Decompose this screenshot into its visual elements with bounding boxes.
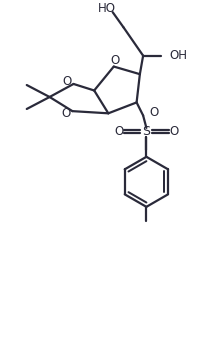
Text: OH: OH bbox=[169, 49, 187, 62]
Text: O: O bbox=[150, 106, 159, 119]
Text: S: S bbox=[142, 125, 150, 138]
Text: O: O bbox=[114, 125, 124, 138]
Text: HO: HO bbox=[98, 2, 116, 15]
Text: O: O bbox=[62, 75, 72, 88]
Text: O: O bbox=[110, 54, 120, 67]
Text: O: O bbox=[61, 107, 70, 120]
Text: O: O bbox=[169, 125, 178, 138]
